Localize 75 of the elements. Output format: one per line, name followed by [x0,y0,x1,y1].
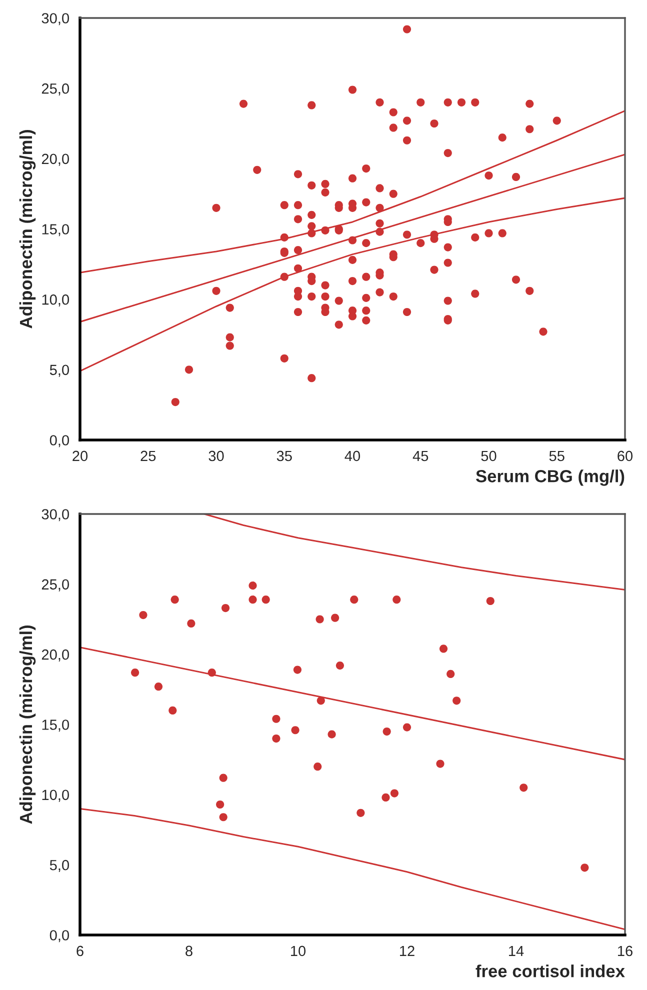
point [154,682,163,691]
y-tick-label: 5,0 [50,860,70,872]
point [262,596,270,604]
point [219,774,228,782]
y-axis-title: Adiponectin (microg/ml) [19,130,36,328]
y-tick-label: 30,0 [42,13,70,26]
point [316,615,324,624]
point [356,808,365,817]
point [580,864,589,872]
point [168,706,177,715]
y-tick-label: 30,0 [42,509,70,522]
y-tick-label: 20,0 [42,154,70,166]
point [291,726,300,734]
point [314,762,322,771]
x-tick-label: 35 [276,450,292,462]
point [439,644,448,653]
y-tick-label: 25,0 [42,579,70,592]
line-series [203,514,625,591]
x-tick-label: 25 [140,450,156,462]
point [336,662,344,670]
x-tick-label: 12 [400,946,414,956]
y-tick-label: 25,0 [42,83,70,96]
point [272,714,280,723]
point [390,789,399,798]
point [248,582,257,590]
point [331,614,340,622]
point [272,734,280,743]
point [382,793,390,802]
point [130,668,140,677]
x-tick-label: 30 [208,450,224,462]
x-tick-label: 16 [618,946,632,956]
x-axis-title: Serum CBG (mg/l) [476,470,624,486]
point [350,596,358,604]
line-series [80,197,625,372]
x-tick-label: 40 [344,450,360,462]
x-tick-label: 50 [481,450,496,462]
point [187,619,196,628]
point [219,813,228,822]
point [328,730,336,738]
y-tick-label: 10,0 [42,790,70,802]
point [221,604,230,612]
point [486,596,494,606]
y-axis-title: Adiponectin (microg/ml) [19,626,36,824]
point [293,666,302,674]
y-tick-label: 15,0 [42,224,70,236]
point [216,800,224,809]
point [170,596,179,604]
x-tick-label: 60 [618,450,633,462]
x-tick-label: 10 [291,946,306,956]
y-tick-label: 10,0 [42,294,70,306]
y-tick-label: 0,0 [50,930,70,942]
x-tick-label: 20 [72,450,88,462]
point [520,784,528,792]
x-tick-label: 14 [509,946,524,956]
x-tick-label: 8 [186,946,192,956]
point [382,727,391,736]
point [446,670,455,678]
point [316,696,325,705]
point [139,610,148,620]
line-series [80,110,625,274]
point [452,696,461,705]
x-tick-label: 55 [549,450,564,462]
y-tick-label: 0,0 [50,435,70,448]
point [392,596,401,604]
point [248,596,257,604]
x-tick-label: 45 [412,450,428,462]
y-tick-label: 15,0 [42,720,70,732]
point [402,723,412,732]
y-tick-label: 20,0 [42,649,70,662]
x-axis-title: free cortisol index [476,964,625,978]
point [436,760,444,768]
point [208,668,216,677]
line-series [80,808,625,930]
y-tick-label: 5,0 [50,364,70,377]
x-tick-label: 6 [76,946,84,956]
